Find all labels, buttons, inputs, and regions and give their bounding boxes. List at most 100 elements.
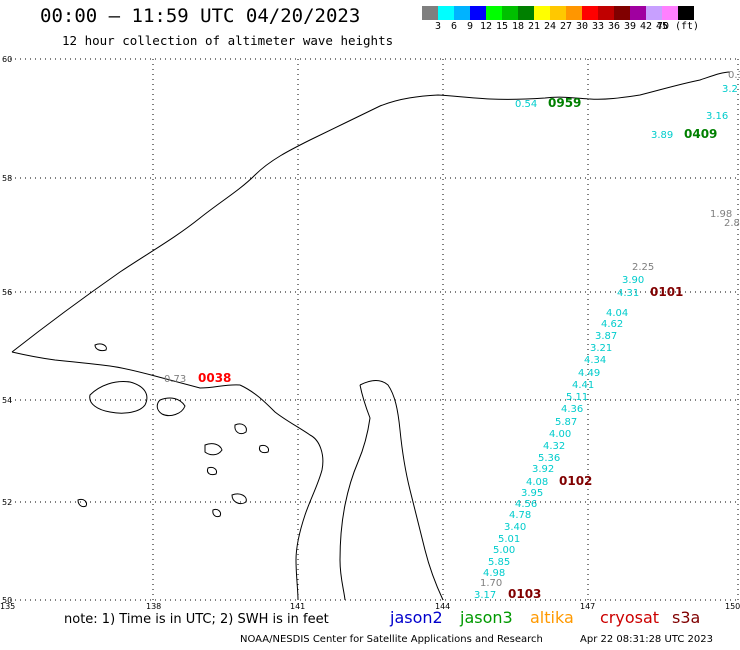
legend-label: 33 (591, 21, 605, 32)
legend-swatch (502, 6, 518, 20)
swh-value: 2.8 (724, 218, 740, 229)
lat-label-56: 56 (2, 288, 12, 297)
island-small-4 (231, 493, 247, 505)
coastline-sakhalin (359, 380, 444, 601)
pass-time: 0103 (508, 587, 541, 601)
legend-swatch (454, 6, 470, 20)
swh-value: 3.40 (504, 522, 526, 533)
legend-swatch (678, 6, 694, 20)
color-legend: 3 6 9 12 15 18 21 24 27 30 33 36 39 42 45 70 (ft) (422, 6, 740, 34)
swh-value: 4.34 (584, 355, 606, 366)
footer-credit: NOAA/NESDIS Center for Satellite Applica… (240, 634, 543, 645)
swh-value: 3.89 (651, 130, 673, 141)
pass-time: 0038 (198, 371, 231, 385)
lat-label-60: 60 (2, 55, 12, 64)
swh-value: 5.11 (566, 392, 588, 403)
swh-value: 5.87 (555, 417, 577, 428)
legend-label: 45 (655, 21, 669, 32)
swh-value: 5.36 (538, 453, 560, 464)
swh-value: 2.25 (632, 262, 654, 273)
swh-value: 1.98 (710, 209, 732, 220)
legend-swatch (422, 6, 438, 20)
satellite-label-altika: altika (530, 608, 574, 627)
map-note: note: 1) Time is in UTC; 2) SWH is in fe… (64, 612, 329, 627)
legend-swatch (438, 6, 454, 20)
swh-value: 3.90 (622, 275, 644, 286)
pass-time: 0409 (684, 127, 717, 141)
legend-swatch (662, 6, 678, 20)
swh-value: 0.3 (728, 70, 740, 81)
legend-label: 3 (434, 21, 442, 32)
swh-value: 4.49 (578, 368, 600, 379)
legend-swatch (566, 6, 582, 20)
island-small-6 (77, 499, 87, 508)
island-cluster (89, 381, 148, 414)
legend-label: 12 (479, 21, 493, 32)
lon-label-144: 144 (435, 602, 450, 611)
legend-label: 9 (466, 21, 474, 32)
lat-label-54: 54 (2, 396, 12, 405)
legend-label: 30 (575, 21, 589, 32)
coastline-north (11, 71, 731, 353)
swh-value: 3.17 (474, 590, 496, 601)
legend-label: 24 (543, 21, 557, 32)
legend-label: 21 (527, 21, 541, 32)
swh-value: 3.95 (521, 488, 543, 499)
lon-label-147: 147 (580, 602, 595, 611)
pass-time: 0102 (559, 474, 592, 488)
coastline-west (11, 351, 241, 389)
legend-label: 18 (511, 21, 525, 32)
swh-value: 5.85 (488, 557, 510, 568)
legend-label: 6 (450, 21, 458, 32)
swh-value: 0.54 (515, 99, 537, 110)
legend-swatch (630, 6, 646, 20)
legend-label: 15 (495, 21, 509, 32)
legend-label: 42 (639, 21, 653, 32)
swh-value: 3.16 (706, 111, 728, 122)
swh-value: 3.21 (590, 343, 612, 354)
swh-value: 1.70 (480, 578, 502, 589)
swh-value: 4.04 (606, 308, 628, 319)
island-small-3 (234, 423, 247, 435)
coastline-penninsula (239, 384, 324, 601)
island-small-1 (156, 397, 186, 417)
swh-value: 4.78 (509, 510, 531, 521)
swh-value: 4.00 (549, 429, 571, 440)
lat-label-58: 58 (2, 174, 12, 183)
swh-value: 4.41 (572, 380, 594, 391)
legend-swatch (582, 6, 598, 20)
legend-label: 70 (ft) (656, 21, 700, 32)
legend-swatch (550, 6, 566, 20)
satellite-label-jason2: jason2 (390, 608, 443, 627)
swh-value: 4.31 (617, 288, 639, 299)
swh-value: 4.32 (543, 441, 565, 452)
swh-value: 3.2 (722, 84, 738, 95)
lon-label-138: 138 (146, 602, 161, 611)
legend-swatch (470, 6, 486, 20)
lon-label-150: 150 (725, 602, 740, 611)
map-title: 00:00 – 11:59 UTC 04/20/2023 (40, 5, 361, 27)
map-subtitle: 12 hour collection of altimeter wave hei… (62, 33, 394, 48)
lon-label-141: 141 (290, 602, 305, 611)
swh-value: 0.73 (164, 374, 186, 385)
legend-swatch (614, 6, 630, 20)
pass-time: 0101 (650, 285, 683, 299)
swh-value: 3.92 (532, 464, 554, 475)
swh-value: 3.87 (595, 331, 617, 342)
legend-label: 36 (607, 21, 621, 32)
island-small-9 (259, 445, 269, 454)
legend-swatch (486, 6, 502, 20)
island-small-2 (204, 443, 223, 456)
swh-value: 5.00 (493, 545, 515, 556)
swh-value: 4.08 (526, 477, 548, 488)
legend-swatch (598, 6, 614, 20)
lon-label-135: 135 (0, 602, 15, 611)
legend-label: 27 (559, 21, 573, 32)
coastline-sakhalin-west (339, 384, 371, 601)
island-small-8 (207, 467, 217, 476)
island-small-7 (94, 343, 107, 352)
legend-swatch (534, 6, 550, 20)
legend-label: 39 (623, 21, 637, 32)
satellite-label-s3a: s3a (672, 608, 701, 627)
